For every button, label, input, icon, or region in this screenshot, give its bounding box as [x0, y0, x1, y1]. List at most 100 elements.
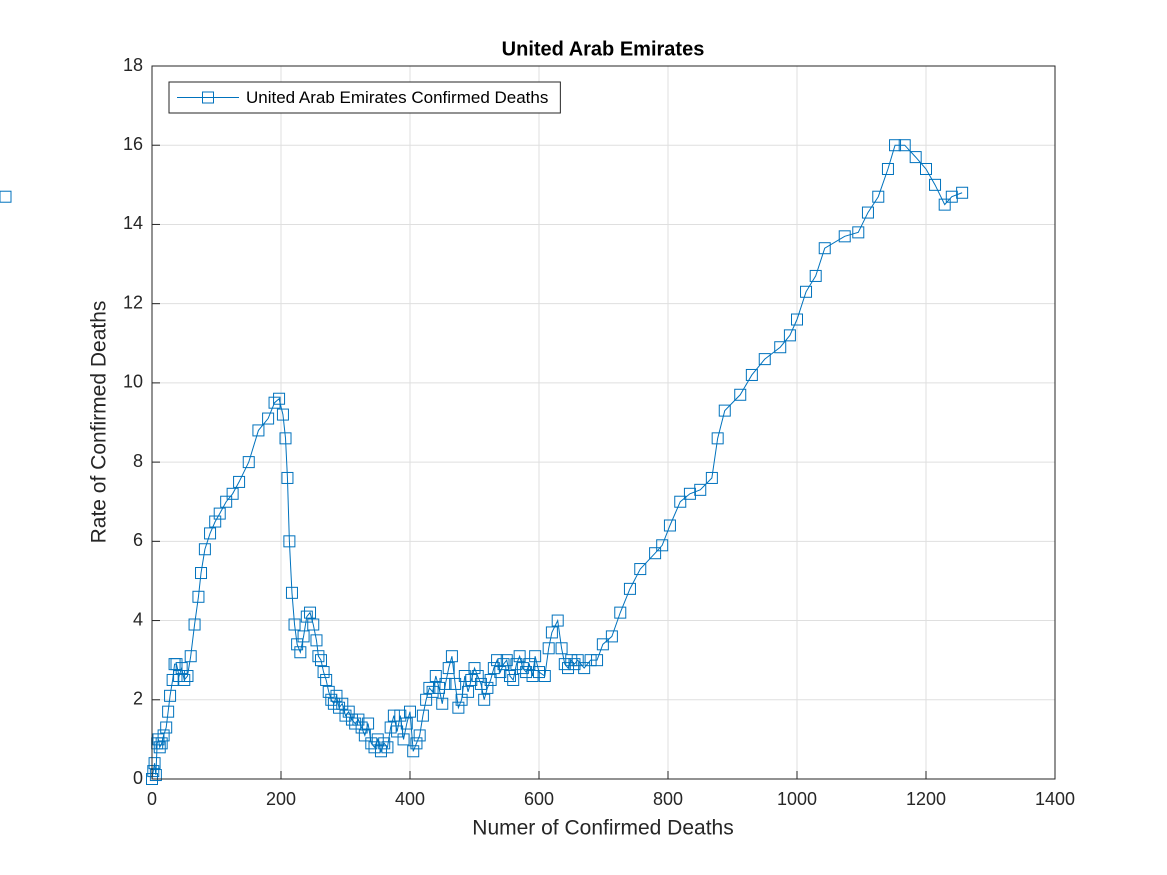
data-point — [468, 662, 481, 675]
data-point — [404, 705, 416, 718]
plot-area — [0, 139, 969, 785]
data-point — [314, 654, 327, 667]
data-point — [745, 368, 758, 381]
data-point — [397, 733, 410, 746]
data-point — [705, 471, 718, 484]
data-point — [956, 186, 969, 199]
y-tick-label: 6 — [133, 530, 143, 550]
data-point — [374, 745, 387, 758]
data-point — [436, 697, 449, 710]
data-point — [387, 709, 400, 722]
data-point — [178, 673, 191, 686]
data-point — [294, 646, 307, 659]
data-point — [818, 242, 831, 255]
data-point — [551, 614, 564, 627]
data-point — [494, 666, 507, 679]
data-point — [345, 713, 358, 726]
data-point — [758, 353, 771, 366]
data-point — [378, 737, 391, 750]
data-point — [471, 670, 484, 683]
data-point — [349, 717, 362, 730]
data-point — [513, 650, 526, 663]
data-point — [711, 432, 724, 445]
data-point — [945, 190, 958, 203]
data-point — [542, 642, 555, 655]
y-tick-label: 18 — [123, 55, 143, 75]
data-point — [147, 765, 160, 778]
x-axis-label: Numer of Confirmed Deaths — [472, 817, 733, 840]
data-point — [198, 543, 211, 556]
data-point — [407, 745, 420, 758]
data-point — [155, 737, 168, 750]
data-point — [268, 396, 281, 409]
data-point — [500, 654, 513, 667]
data-point — [487, 662, 500, 675]
x-tick-label: 600 — [524, 789, 554, 809]
data-point — [426, 685, 439, 698]
data-point — [497, 658, 510, 671]
legend-marker — [202, 91, 214, 104]
data-point — [503, 670, 516, 683]
data-point — [188, 618, 201, 631]
data-point — [285, 586, 298, 599]
data-point — [273, 392, 286, 405]
data-point — [538, 670, 551, 683]
data-point — [596, 638, 609, 651]
data-point — [291, 638, 304, 651]
data-point — [852, 226, 865, 239]
data-point — [455, 693, 468, 706]
data-point — [484, 673, 497, 686]
data-point — [148, 757, 161, 770]
data-point — [783, 329, 796, 342]
data-point — [281, 471, 294, 484]
data-point — [614, 606, 627, 619]
data-point — [872, 190, 885, 203]
data-point — [276, 408, 289, 421]
x-tick-label: 1000 — [777, 789, 817, 809]
data-point — [491, 654, 504, 667]
y-tick-label: 2 — [133, 689, 143, 709]
data-point — [262, 412, 275, 425]
data-point — [209, 515, 222, 528]
data-point — [0, 190, 12, 203]
data-point — [800, 285, 813, 298]
data-point — [416, 709, 429, 722]
data-point — [465, 673, 478, 686]
data-point — [938, 198, 951, 211]
data-point — [423, 681, 436, 694]
data-point — [791, 313, 803, 326]
x-tick-label: 1200 — [906, 789, 946, 809]
data-point — [320, 673, 333, 686]
data-point — [153, 741, 166, 754]
data-point — [192, 590, 205, 603]
data-point — [516, 662, 529, 675]
data-point — [288, 618, 301, 631]
data-point — [342, 705, 355, 718]
data-point — [474, 677, 487, 690]
data-point — [442, 662, 455, 675]
data-point — [166, 673, 179, 686]
y-tick-label: 10 — [123, 372, 143, 392]
y-tick-label: 4 — [133, 609, 143, 629]
data-point — [394, 709, 407, 722]
data-point — [529, 650, 542, 663]
data-point — [809, 269, 822, 282]
x-tick-label: 200 — [266, 789, 296, 809]
data-point — [355, 721, 368, 734]
data-point — [623, 582, 636, 595]
data-point — [649, 547, 662, 560]
x-tick-label: 800 — [653, 789, 683, 809]
data-point — [452, 701, 465, 714]
data-point — [578, 662, 591, 675]
data-point — [634, 563, 647, 576]
data-point — [445, 650, 458, 663]
data-point — [368, 741, 381, 754]
data-point — [481, 681, 494, 694]
data-point — [242, 456, 255, 469]
data-point — [694, 483, 707, 496]
data-point — [656, 539, 669, 552]
data-point — [420, 693, 433, 706]
legend-label: United Arab Emirates Confirmed Deaths — [246, 88, 548, 107]
data-point — [352, 713, 365, 726]
data-point — [312, 650, 325, 663]
